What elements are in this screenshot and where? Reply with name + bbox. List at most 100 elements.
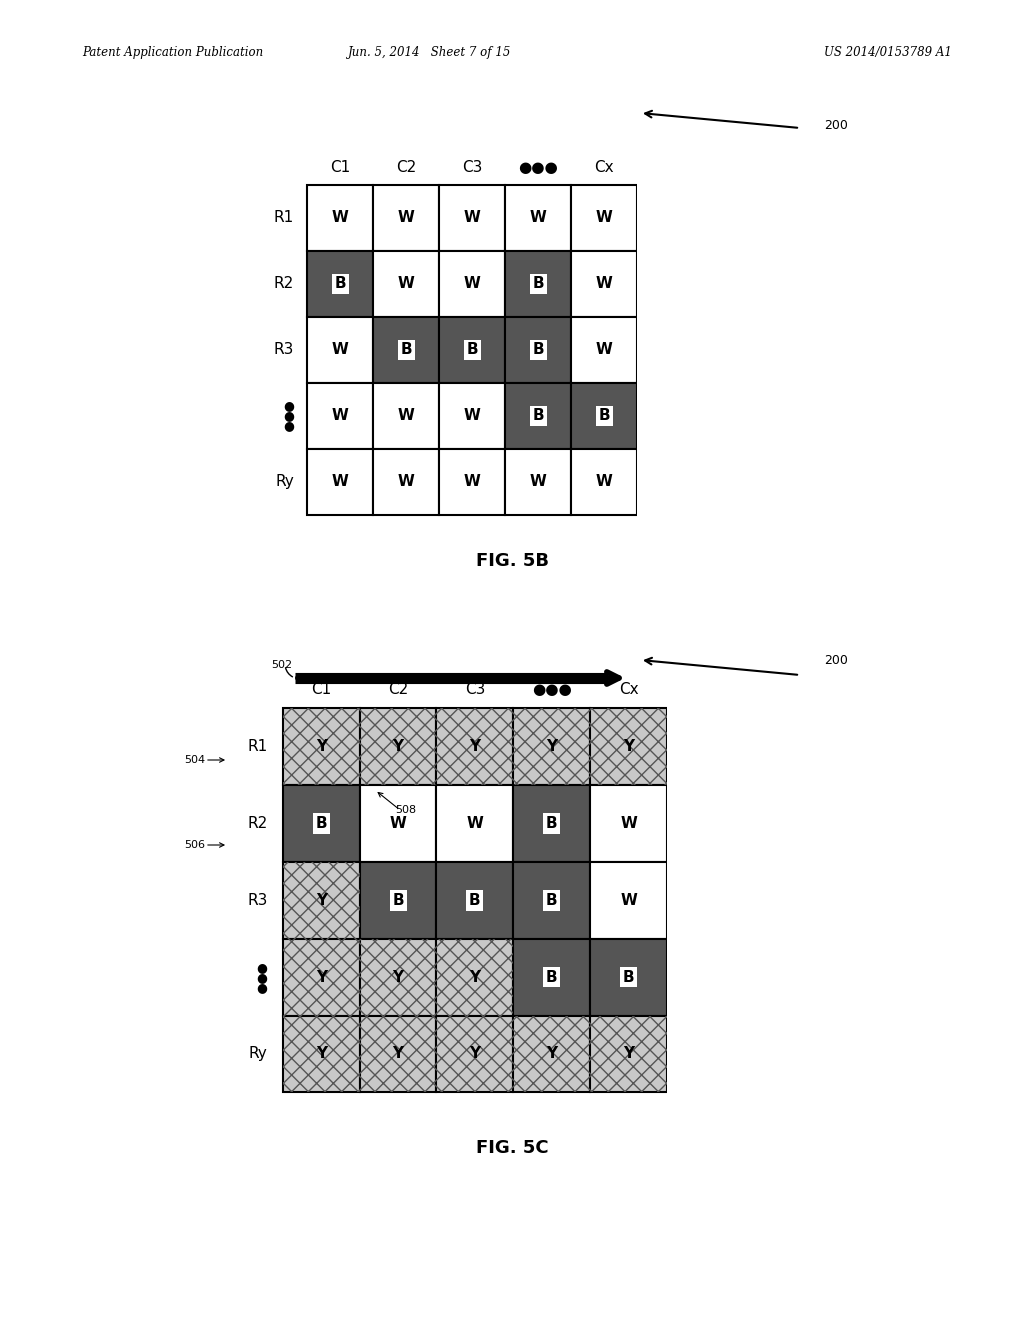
Bar (283, 1015, 359, 1093)
Text: W: W (389, 816, 407, 832)
Text: Y: Y (469, 739, 480, 754)
Text: B: B (392, 892, 403, 908)
Text: B: B (546, 970, 557, 985)
Text: ●●●: ●●● (531, 681, 571, 697)
Bar (307, 185, 373, 251)
Bar (359, 709, 436, 785)
Text: ●●●: ●●● (518, 160, 558, 176)
Bar (373, 449, 439, 515)
Text: R2: R2 (247, 816, 267, 832)
Text: R1: R1 (273, 210, 294, 226)
Text: W: W (464, 474, 480, 490)
Bar (283, 709, 359, 785)
Bar (283, 709, 359, 785)
Bar (373, 185, 439, 251)
Text: 508: 508 (395, 805, 416, 814)
Bar (439, 449, 505, 515)
Bar (590, 709, 667, 785)
Bar (571, 383, 637, 449)
Bar (436, 1015, 513, 1093)
Text: FIG. 5B: FIG. 5B (475, 552, 549, 570)
Text: C3: C3 (465, 681, 485, 697)
Bar (359, 785, 436, 862)
Bar (436, 1015, 513, 1093)
Bar (513, 785, 590, 862)
Text: Jun. 5, 2014   Sheet 7 of 15: Jun. 5, 2014 Sheet 7 of 15 (348, 46, 512, 59)
Text: W: W (596, 342, 612, 358)
Text: B: B (598, 408, 610, 424)
Text: W: W (464, 210, 480, 226)
Text: Y: Y (315, 1047, 327, 1061)
Text: Y: Y (623, 1047, 634, 1061)
Bar (513, 1015, 590, 1093)
Text: 504: 504 (184, 755, 205, 766)
Text: B: B (532, 408, 544, 424)
Text: W: W (596, 474, 612, 490)
Text: C1: C1 (330, 160, 350, 176)
Text: W: W (621, 816, 637, 832)
Text: R3: R3 (247, 892, 267, 908)
Bar (513, 862, 590, 939)
Bar (439, 317, 505, 383)
Bar (359, 1015, 436, 1093)
Bar (307, 251, 373, 317)
Text: 506: 506 (184, 840, 205, 850)
Text: 502: 502 (271, 660, 292, 671)
Bar (571, 185, 637, 251)
Bar (590, 709, 667, 785)
Bar (373, 251, 439, 317)
Text: C3: C3 (462, 160, 482, 176)
Bar (590, 1015, 667, 1093)
Bar (436, 862, 513, 939)
Bar (283, 939, 359, 1015)
Bar (439, 251, 505, 317)
Text: R2: R2 (273, 276, 294, 292)
Bar (590, 862, 667, 939)
Text: US 2014/0153789 A1: US 2014/0153789 A1 (824, 46, 952, 59)
Bar (359, 709, 436, 785)
Bar (505, 185, 571, 251)
Text: W: W (529, 474, 547, 490)
Text: Y: Y (623, 739, 634, 754)
Bar (307, 317, 373, 383)
Bar (439, 185, 505, 251)
Text: W: W (397, 276, 415, 292)
Text: W: W (332, 408, 348, 424)
Bar (590, 939, 667, 1015)
Text: W: W (464, 276, 480, 292)
Text: Y: Y (469, 970, 480, 985)
Text: B: B (315, 816, 327, 832)
Text: C2: C2 (388, 681, 409, 697)
Text: B: B (335, 276, 346, 292)
Text: B: B (469, 892, 480, 908)
Bar (373, 317, 439, 383)
Text: W: W (332, 210, 348, 226)
Bar (505, 251, 571, 317)
Bar (505, 317, 571, 383)
Text: ●
●
●: ● ● ● (283, 400, 294, 433)
Text: Y: Y (315, 892, 327, 908)
Text: W: W (464, 408, 480, 424)
Text: W: W (332, 474, 348, 490)
Bar (439, 383, 505, 449)
Text: W: W (621, 892, 637, 908)
Bar (513, 1015, 590, 1093)
Text: Y: Y (392, 739, 403, 754)
Text: FIG. 5C: FIG. 5C (476, 1139, 548, 1158)
Bar (505, 449, 571, 515)
Bar (571, 449, 637, 515)
Text: W: W (397, 210, 415, 226)
Bar (307, 449, 373, 515)
Text: B: B (546, 816, 557, 832)
Text: 200: 200 (824, 653, 848, 667)
Bar (436, 939, 513, 1015)
Bar (436, 785, 513, 862)
Bar (590, 785, 667, 862)
Bar (513, 709, 590, 785)
Text: Ry: Ry (249, 1047, 267, 1061)
Bar (436, 709, 513, 785)
Text: B: B (623, 970, 634, 985)
Text: Y: Y (546, 1047, 557, 1061)
Bar (513, 709, 590, 785)
Bar (359, 939, 436, 1015)
